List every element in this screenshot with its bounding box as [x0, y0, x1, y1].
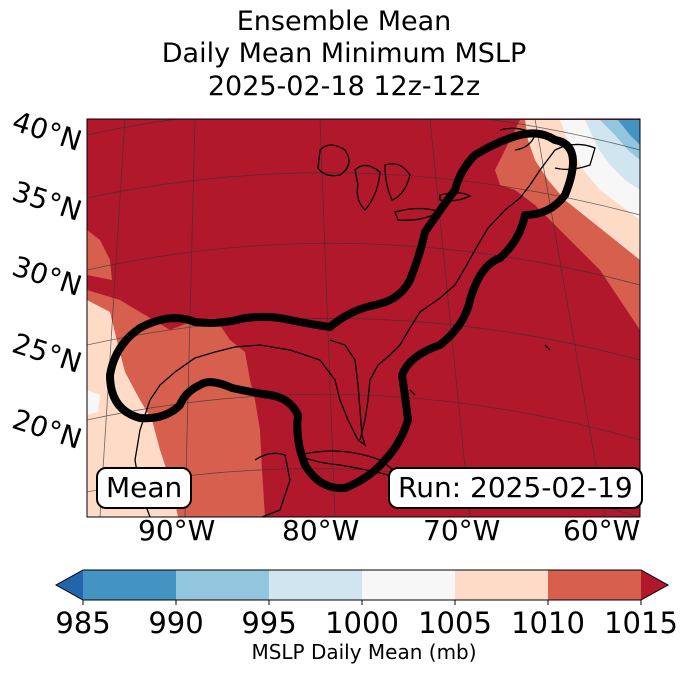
colorbar-tick-label-1015: 1015 [604, 606, 678, 640]
title-line-3: 2025-02-18 12z-12z [207, 71, 481, 102]
colorbar-segment-985-990 [83, 570, 176, 600]
lake-michigan [354, 164, 381, 211]
field-995-1000-west [87, 390, 100, 415]
colorbar-segment-990-995 [176, 570, 269, 600]
graticule-lat-25 [87, 317, 640, 361]
colorbar-label: MSLP Daily Mean (mb) [251, 640, 477, 664]
yucatan [254, 452, 291, 517]
colorbar-tick-label-990: 990 [148, 606, 204, 640]
colorbar-extend-low [56, 570, 83, 600]
lat-label-35: 35°N [8, 175, 85, 228]
colorbar-segment-1005-1010 [455, 570, 548, 600]
map-frame [86, 118, 641, 518]
probability-contour [106, 129, 577, 493]
graticule-lon-95 [99, 119, 126, 517]
colorbar [54, 569, 670, 605]
field-below-985-northeast [618, 120, 640, 145]
graticule-lat-30 [87, 242, 640, 286]
graticule-lat-20 [87, 393, 640, 441]
lon-label-80: 80°W [282, 514, 359, 547]
colorbar-tick-label-1005: 1005 [418, 606, 492, 640]
colorbar-tick-label-1000: 1000 [325, 606, 399, 640]
longitude-labels: 90°W 80°W 70°W 60°W [138, 514, 640, 547]
colorbar-tick-label-985: 985 [55, 606, 111, 640]
graticule-lat-40 [87, 119, 640, 151]
bahamas [409, 389, 416, 396]
lake-huron [384, 163, 411, 201]
lon-label-70: 70°W [423, 514, 500, 547]
graticule-lon-70 [429, 119, 471, 517]
colorbar-ticks [82, 600, 642, 605]
run-label: Run: 2025-02-19 [388, 467, 643, 509]
lon-label-60: 60°W [563, 514, 640, 547]
mslp-field [87, 119, 640, 517]
gulf-coast [149, 344, 321, 401]
title-line-2: Daily Mean Minimum MSLP [161, 38, 527, 69]
graticule-lon-60 [534, 119, 606, 517]
lat-label-30: 30°N [8, 250, 85, 303]
latitude-labels: 40°N 35°N 30°N 25°N 20°N [8, 105, 85, 456]
florida-peninsula [319, 339, 367, 447]
colorbar-tick-label-995: 995 [241, 606, 297, 640]
lon-label-90: 90°W [138, 514, 215, 547]
us-east-coast [359, 149, 556, 441]
field-west-stripe [87, 230, 112, 280]
lat-label-25: 25°N [8, 327, 85, 380]
colorbar-segment-1010-1015 [548, 570, 641, 600]
colorbar-segment-1000-1005 [362, 570, 455, 600]
mean-label: Mean [96, 467, 193, 509]
lake-superior [317, 144, 350, 177]
colorbar-extend-high [641, 570, 668, 600]
colorbar-segment-995-1000 [269, 570, 362, 600]
bermuda [544, 344, 551, 351]
title-line-1: Ensemble Mean [236, 6, 452, 37]
colorbar-tick-label-1010: 1010 [511, 606, 585, 640]
lat-label-40: 40°N [8, 105, 85, 158]
lat-label-20: 20°N [8, 403, 85, 456]
field-1000-1005-west [87, 300, 178, 517]
